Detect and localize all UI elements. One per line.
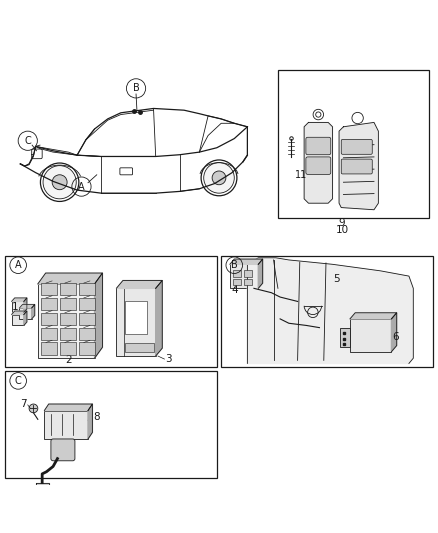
Polygon shape (88, 404, 92, 439)
Text: 1: 1 (12, 302, 18, 312)
FancyBboxPatch shape (5, 256, 217, 367)
FancyBboxPatch shape (233, 270, 241, 277)
FancyBboxPatch shape (79, 298, 95, 310)
FancyBboxPatch shape (79, 328, 95, 340)
FancyBboxPatch shape (244, 279, 252, 285)
Polygon shape (38, 273, 102, 284)
FancyBboxPatch shape (41, 343, 57, 354)
Polygon shape (230, 259, 263, 264)
FancyBboxPatch shape (79, 313, 95, 325)
FancyBboxPatch shape (12, 314, 24, 326)
FancyBboxPatch shape (125, 302, 147, 334)
FancyBboxPatch shape (341, 159, 372, 174)
Text: 8: 8 (93, 412, 100, 422)
Polygon shape (24, 298, 27, 312)
Polygon shape (247, 258, 413, 364)
FancyBboxPatch shape (306, 157, 331, 174)
Text: 10: 10 (336, 224, 349, 235)
Polygon shape (32, 304, 35, 319)
FancyBboxPatch shape (60, 298, 76, 310)
FancyBboxPatch shape (350, 319, 392, 352)
Polygon shape (35, 482, 49, 494)
FancyBboxPatch shape (341, 140, 372, 154)
FancyBboxPatch shape (41, 328, 57, 340)
FancyBboxPatch shape (41, 298, 57, 310)
FancyBboxPatch shape (120, 168, 133, 175)
FancyBboxPatch shape (38, 284, 95, 358)
Polygon shape (95, 273, 102, 358)
Polygon shape (339, 123, 378, 210)
Text: A: A (15, 260, 21, 270)
FancyBboxPatch shape (51, 439, 75, 461)
Text: 5: 5 (334, 274, 340, 284)
Polygon shape (392, 313, 397, 352)
Polygon shape (19, 304, 35, 308)
FancyBboxPatch shape (5, 372, 217, 478)
FancyBboxPatch shape (19, 308, 32, 319)
Text: 2: 2 (65, 356, 72, 365)
Polygon shape (117, 280, 162, 288)
Text: C: C (25, 136, 31, 146)
Polygon shape (304, 123, 332, 203)
FancyBboxPatch shape (60, 283, 76, 295)
FancyBboxPatch shape (12, 302, 24, 312)
FancyBboxPatch shape (79, 283, 95, 295)
Text: C: C (15, 376, 21, 386)
FancyBboxPatch shape (41, 283, 57, 295)
Text: 7: 7 (20, 399, 27, 409)
FancyBboxPatch shape (278, 70, 428, 219)
Text: B: B (231, 260, 238, 270)
FancyBboxPatch shape (60, 328, 76, 340)
Polygon shape (24, 311, 27, 326)
FancyBboxPatch shape (221, 256, 433, 367)
FancyBboxPatch shape (41, 313, 57, 325)
Polygon shape (12, 298, 27, 302)
FancyBboxPatch shape (306, 138, 331, 155)
FancyBboxPatch shape (32, 149, 42, 159)
Polygon shape (350, 313, 397, 319)
Circle shape (52, 175, 67, 190)
Text: 6: 6 (392, 332, 399, 342)
Circle shape (29, 404, 38, 413)
Circle shape (212, 171, 226, 185)
Text: B: B (133, 83, 139, 93)
Polygon shape (12, 311, 27, 314)
FancyBboxPatch shape (340, 328, 350, 348)
FancyBboxPatch shape (125, 343, 153, 352)
FancyBboxPatch shape (117, 288, 155, 356)
FancyBboxPatch shape (79, 343, 95, 354)
Text: A: A (78, 182, 85, 191)
Polygon shape (44, 404, 92, 410)
FancyBboxPatch shape (60, 343, 76, 354)
Text: 3: 3 (166, 354, 172, 364)
FancyBboxPatch shape (244, 270, 252, 277)
Polygon shape (155, 280, 162, 356)
FancyBboxPatch shape (60, 313, 76, 325)
Circle shape (204, 163, 234, 193)
FancyBboxPatch shape (230, 264, 258, 288)
Text: 4: 4 (231, 285, 237, 295)
FancyBboxPatch shape (233, 279, 241, 285)
Text: 11: 11 (295, 171, 307, 181)
Polygon shape (258, 259, 263, 288)
Circle shape (43, 166, 76, 199)
FancyBboxPatch shape (44, 410, 88, 439)
Text: 9: 9 (339, 217, 346, 228)
